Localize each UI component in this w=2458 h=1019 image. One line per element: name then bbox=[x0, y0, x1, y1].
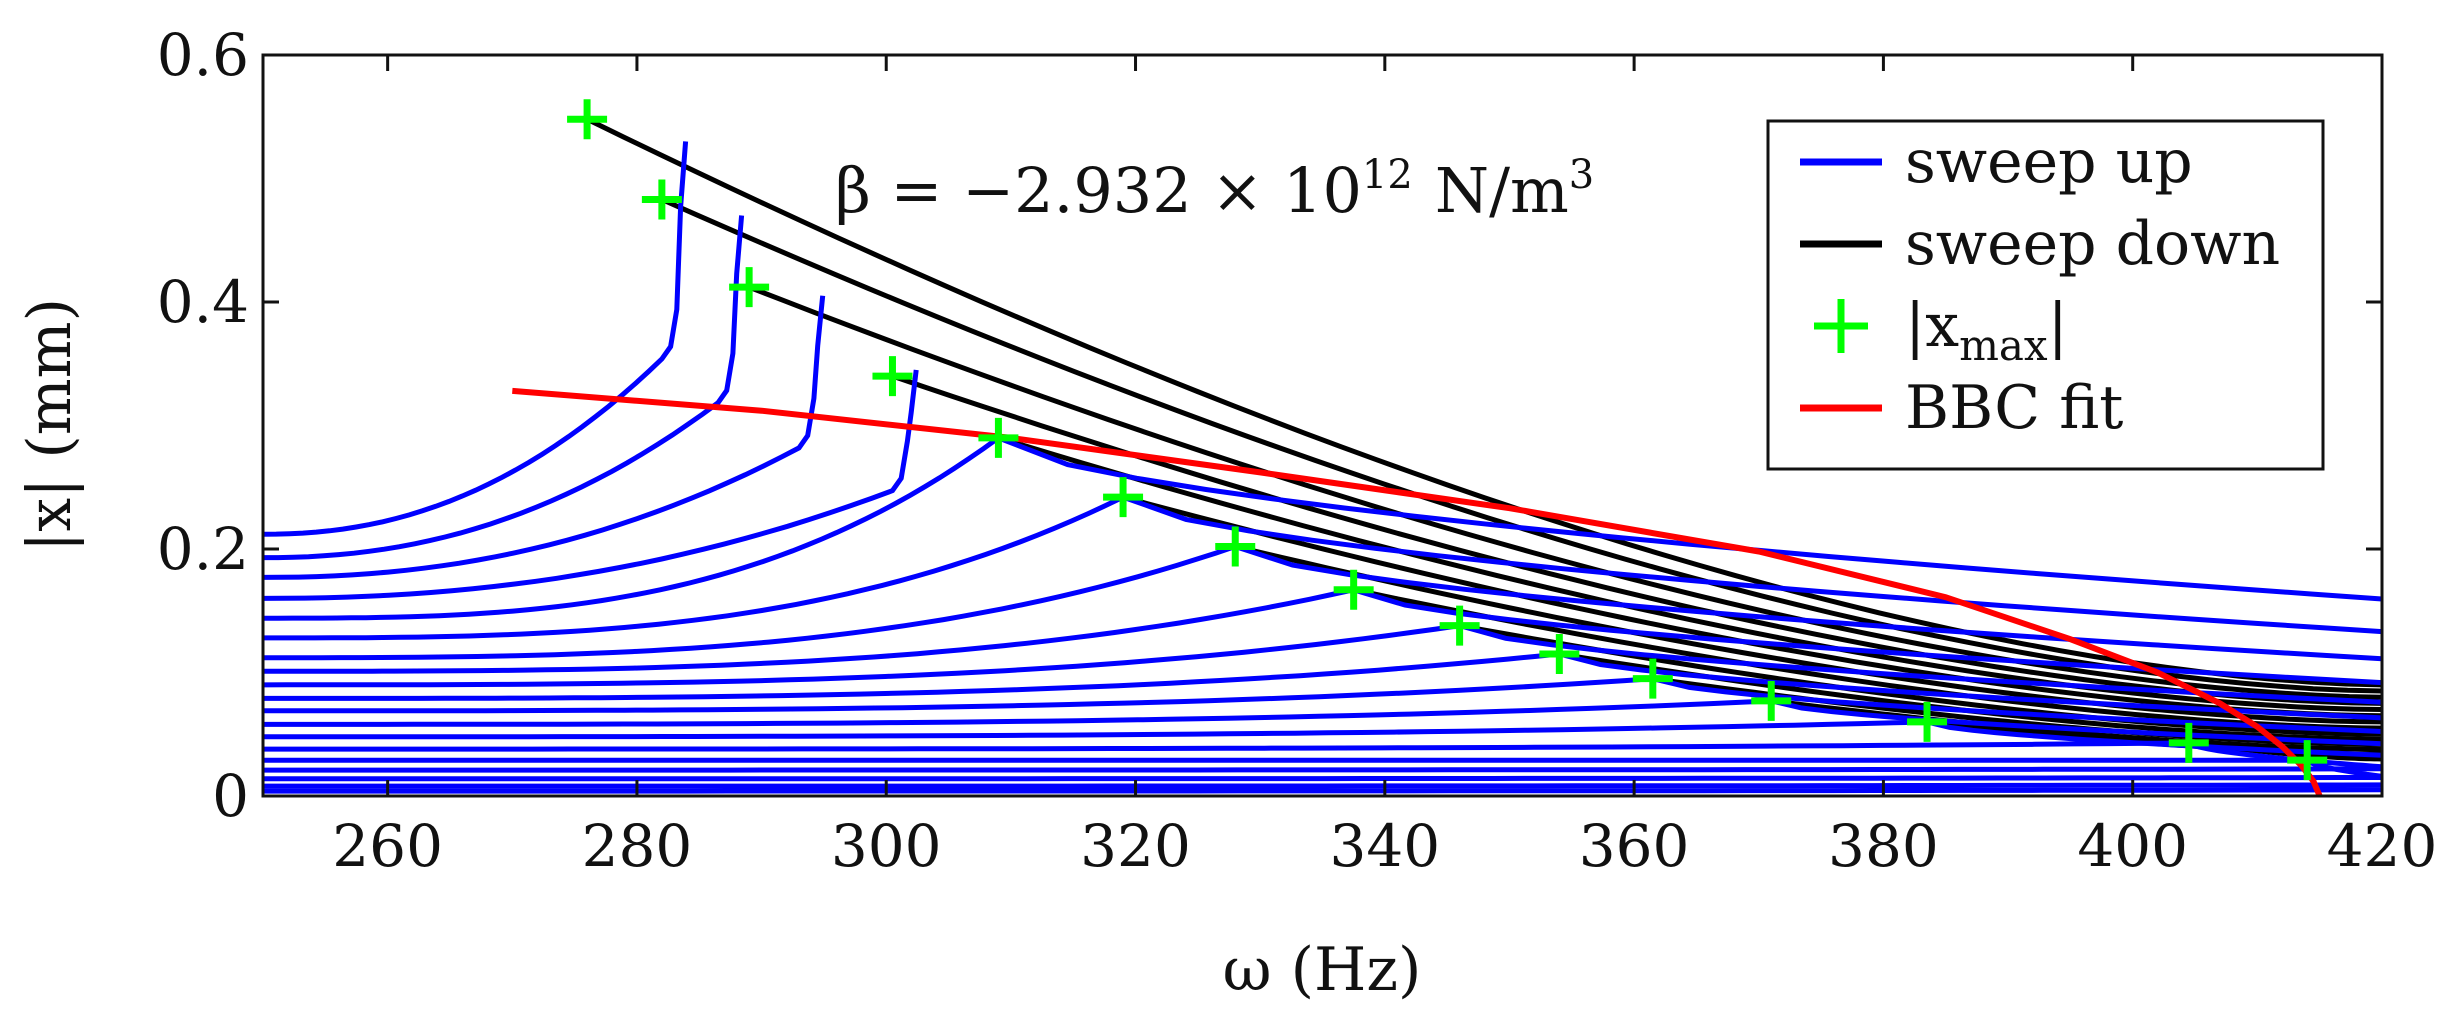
y-tick-label: 0 bbox=[212, 762, 249, 830]
legend-label-sweep-up: sweep up bbox=[1905, 127, 2193, 197]
x-axis-label: ω (Hz) bbox=[1223, 935, 1422, 1005]
legend-label-sweep-down: sweep down bbox=[1905, 209, 2280, 279]
sweep-up-curve bbox=[263, 494, 2382, 641]
beta-value: β = −2.932 × 10 bbox=[835, 154, 1362, 227]
x-tick-label: 380 bbox=[1828, 812, 1939, 880]
beta-annotation: β = −2.932 × 1012 N/m3 bbox=[835, 152, 1594, 227]
x-tick-label: 360 bbox=[1579, 812, 1690, 880]
sweep-up-curve bbox=[263, 141, 689, 537]
legend-label-xmax-base: |x bbox=[1905, 291, 1959, 361]
xmax-marker bbox=[1215, 526, 1256, 567]
sweep-up-curve bbox=[263, 787, 2382, 794]
x-tick-label: 320 bbox=[1080, 812, 1191, 880]
y-tick-label: 0.6 bbox=[157, 21, 249, 89]
x-tick-label: 280 bbox=[582, 812, 693, 880]
sweep-up-curve bbox=[263, 782, 2382, 789]
legend-label-xmax-suffix: | bbox=[2048, 291, 2068, 361]
x-tick-label: 260 bbox=[332, 812, 443, 880]
plot-series bbox=[263, 99, 2382, 796]
xmax-marker bbox=[978, 417, 1019, 458]
sweep-up-curve bbox=[263, 698, 2382, 747]
legend-label-xmax: |xmax| bbox=[1905, 291, 2068, 370]
sweep-up-curve bbox=[263, 587, 2382, 686]
sweep-down-curve bbox=[748, 284, 2382, 700]
x-tick-label: 400 bbox=[2077, 812, 2188, 880]
beta-unit-exponent: 3 bbox=[1569, 152, 1594, 198]
xmax-marker bbox=[1632, 658, 1673, 699]
sweep-up-curve bbox=[263, 623, 2382, 705]
sweep-up-curve bbox=[263, 651, 2382, 721]
x-tick-label: 340 bbox=[1329, 812, 1440, 880]
xmax-marker bbox=[1439, 605, 1480, 646]
sweep-down-curve bbox=[586, 116, 2382, 688]
xmax-marker bbox=[1539, 633, 1580, 674]
xmax-marker bbox=[729, 267, 770, 308]
x-tick-label: 300 bbox=[831, 812, 942, 880]
sweep-up-curve bbox=[263, 369, 919, 601]
y-tick-label: 0.4 bbox=[157, 268, 249, 336]
xmax-marker bbox=[1907, 701, 1948, 742]
y-tick-label: 0.2 bbox=[157, 515, 249, 583]
xmax-marker bbox=[1751, 680, 1792, 721]
xmax-marker bbox=[872, 356, 913, 397]
xmax-marker bbox=[2168, 722, 2209, 763]
sweep-up-curve bbox=[263, 295, 826, 580]
sweep-up-curve bbox=[263, 766, 2382, 773]
xmax-marker bbox=[1103, 477, 1144, 518]
sweep-down-curve bbox=[1353, 587, 2382, 731]
sweep-up-curve bbox=[263, 775, 2382, 782]
sweep-up-curve bbox=[263, 543, 2382, 662]
legend-swatch-xmax bbox=[1814, 299, 1868, 353]
xmax-marker bbox=[641, 179, 682, 220]
x-tick-label: 420 bbox=[2327, 812, 2438, 880]
sweep-up-curve bbox=[263, 740, 2382, 770]
sweep-up-curve bbox=[263, 676, 2382, 734]
sweep-up-curve bbox=[263, 215, 745, 561]
legend: sweep up sweep down |xmax| BBC fit bbox=[1766, 119, 2325, 471]
beta-exponent: 12 bbox=[1362, 152, 1413, 198]
legend-label-bbc-fit: BBC fit bbox=[1905, 373, 2123, 443]
y-axis-label: |x| (mm) bbox=[15, 298, 85, 552]
sweep-down-curve bbox=[1234, 544, 2382, 725]
axis-ticks: 260 280 300 320 340 360 380 400 420 0 0.2 0.4 0.6 bbox=[157, 21, 2438, 880]
plot-frame bbox=[261, 53, 2384, 798]
xmax-marker bbox=[2287, 740, 2328, 781]
beta-unit: N/m bbox=[1435, 154, 1569, 227]
legend-label-xmax-sub: max bbox=[1959, 321, 2048, 370]
sweep-down-curve bbox=[997, 435, 2382, 712]
xmax-marker bbox=[1333, 569, 1374, 610]
xmax-marker bbox=[567, 99, 608, 140]
sweep-up-curve bbox=[263, 435, 2382, 621]
